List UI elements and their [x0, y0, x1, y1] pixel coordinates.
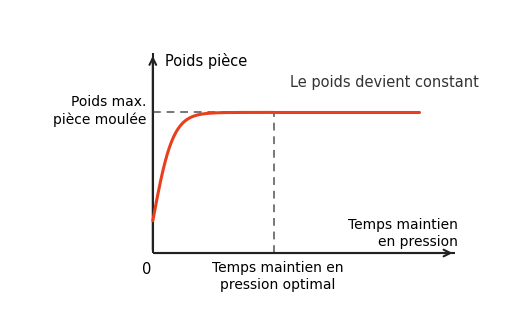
Text: 0: 0	[142, 262, 151, 277]
Text: Poids max.
pièce moulée: Poids max. pièce moulée	[53, 95, 147, 127]
Text: Poids pièce: Poids pièce	[165, 53, 247, 69]
Text: Temps maintien en
pression optimal: Temps maintien en pression optimal	[212, 261, 344, 292]
Text: Temps maintien
en pression: Temps maintien en pression	[347, 218, 457, 249]
Text: Le poids devient constant: Le poids devient constant	[290, 75, 479, 90]
